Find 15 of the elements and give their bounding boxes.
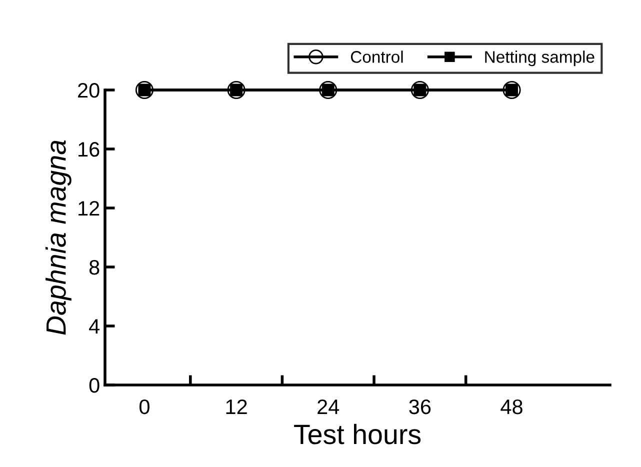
x-tick-label: 12 <box>226 399 247 414</box>
y-tick-label: 16 <box>78 142 100 157</box>
y-tick-label: 12 <box>78 201 100 216</box>
x-tick-label: 0 <box>140 399 150 414</box>
y-axis-title: Daphnia magna <box>46 140 72 335</box>
y-tick-label: 4 <box>89 319 100 334</box>
y-tick-label: 0 <box>89 378 100 393</box>
y-tick-label: 20 <box>78 83 100 98</box>
x-tick-label: 36 <box>409 399 431 414</box>
x-tick-label: 24 <box>318 399 340 414</box>
legend-label: Netting sample <box>485 50 594 66</box>
x-tick-label: 48 <box>500 399 522 414</box>
x-axis-title: Test hours <box>294 424 421 444</box>
y-tick-label: 8 <box>89 260 100 275</box>
legend-label: Control <box>350 50 403 63</box>
